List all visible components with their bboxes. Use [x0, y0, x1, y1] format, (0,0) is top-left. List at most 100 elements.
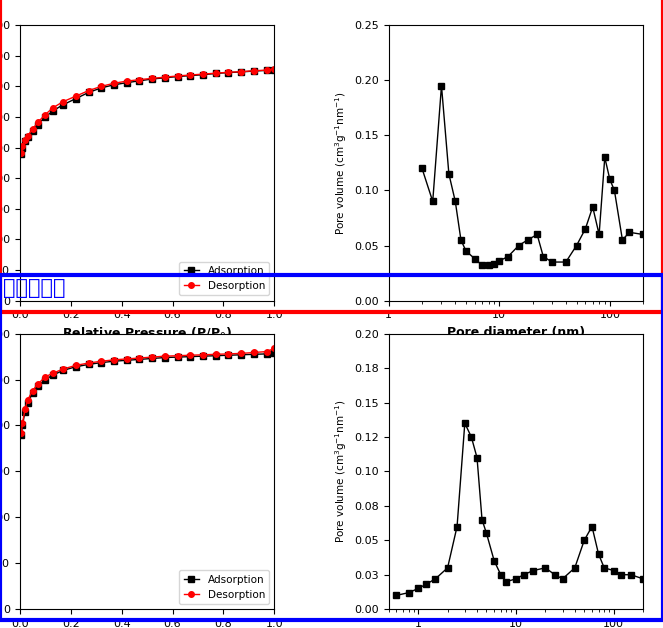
Adsorption	[174, 354, 182, 361]
Desorption	[29, 126, 36, 133]
Y-axis label: Pore volume (cm$^3$g$^{-1}$nm$^{-1}$): Pore volume (cm$^3$g$^{-1}$nm$^{-1}$)	[333, 91, 349, 235]
Desorption	[174, 72, 182, 80]
Adsorption	[59, 367, 67, 374]
Adsorption	[186, 72, 194, 79]
Line: Desorption: Desorption	[19, 66, 277, 156]
Adsorption	[19, 144, 27, 151]
Adsorption	[19, 422, 27, 430]
Adsorption	[24, 399, 32, 406]
Adsorption	[85, 89, 93, 96]
Adsorption	[225, 352, 233, 359]
Desorption	[250, 67, 258, 75]
Desorption	[271, 65, 278, 73]
Desorption	[59, 98, 67, 106]
Adsorption	[29, 127, 36, 134]
Adsorption	[149, 355, 156, 362]
Desorption	[72, 92, 80, 100]
Adsorption	[41, 113, 49, 121]
Desorption	[17, 430, 25, 437]
Desorption	[17, 149, 25, 157]
Desorption	[19, 420, 27, 427]
Legend: Adsorption, Desorption: Adsorption, Desorption	[180, 570, 269, 604]
Desorption	[135, 354, 143, 362]
Adsorption	[17, 150, 25, 158]
Desorption	[199, 70, 207, 78]
Adsorption	[135, 355, 143, 363]
Adsorption	[263, 67, 271, 74]
Desorption	[161, 352, 169, 360]
Desorption	[123, 355, 131, 363]
Adsorption	[17, 431, 25, 438]
Adsorption	[271, 349, 278, 357]
Adsorption	[72, 363, 80, 371]
Adsorption	[174, 73, 182, 80]
Desorption	[237, 350, 245, 357]
Desorption	[211, 350, 219, 358]
Adsorption	[250, 350, 258, 358]
Desorption	[271, 345, 278, 352]
Adsorption	[271, 66, 278, 73]
Adsorption	[41, 376, 49, 383]
Desorption	[186, 71, 194, 78]
Line: Adsorption: Adsorption	[19, 67, 277, 156]
Adsorption	[237, 351, 245, 359]
Desorption	[263, 348, 271, 355]
Desorption	[149, 354, 156, 361]
Adsorption	[123, 357, 131, 364]
Adsorption	[34, 121, 42, 128]
Text: 추출리그닌: 추출리그닌	[3, 278, 66, 298]
Desorption	[250, 349, 258, 356]
Adsorption	[263, 350, 271, 357]
Line: Desorption: Desorption	[19, 345, 277, 436]
Desorption	[24, 396, 32, 404]
Adsorption	[24, 133, 32, 141]
Adsorption	[211, 70, 219, 77]
Desorption	[237, 68, 245, 75]
Adsorption	[211, 352, 219, 359]
Desorption	[97, 82, 105, 90]
Desorption	[41, 111, 49, 118]
Adsorption	[97, 84, 105, 92]
Adsorption	[149, 75, 156, 83]
Adsorption	[72, 95, 80, 102]
Desorption	[72, 362, 80, 369]
Adsorption	[49, 107, 57, 114]
Adsorption	[34, 382, 42, 390]
Desorption	[123, 77, 131, 85]
Desorption	[49, 369, 57, 377]
Adsorption	[29, 389, 36, 397]
Adsorption	[225, 69, 233, 77]
Desorption	[225, 350, 233, 357]
Adsorption	[123, 79, 131, 87]
Desorption	[41, 373, 49, 381]
Adsorption	[21, 138, 29, 145]
Adsorption	[97, 359, 105, 366]
Adsorption	[186, 353, 194, 360]
Adsorption	[110, 357, 118, 365]
Adsorption	[49, 371, 57, 379]
Desorption	[110, 80, 118, 87]
Desorption	[225, 68, 233, 76]
Desorption	[34, 381, 42, 388]
Adsorption	[161, 74, 169, 82]
Desorption	[199, 351, 207, 359]
Legend: Adsorption, Desorption: Adsorption, Desorption	[180, 262, 269, 295]
Desorption	[161, 73, 169, 81]
X-axis label: Relative Pressure (P/P$_0$): Relative Pressure (P/P$_0$)	[62, 326, 232, 342]
Desorption	[186, 352, 194, 359]
Desorption	[34, 119, 42, 126]
Desorption	[85, 87, 93, 94]
Desorption	[149, 75, 156, 82]
Desorption	[211, 70, 219, 77]
Desorption	[29, 387, 36, 394]
Desorption	[19, 143, 27, 150]
Adsorption	[59, 101, 67, 109]
Desorption	[110, 356, 118, 364]
Desorption	[21, 136, 29, 144]
Adsorption	[85, 360, 93, 368]
Adsorption	[199, 71, 207, 78]
Desorption	[85, 359, 93, 367]
Desorption	[59, 365, 67, 373]
Desorption	[263, 67, 271, 74]
Adsorption	[161, 354, 169, 361]
